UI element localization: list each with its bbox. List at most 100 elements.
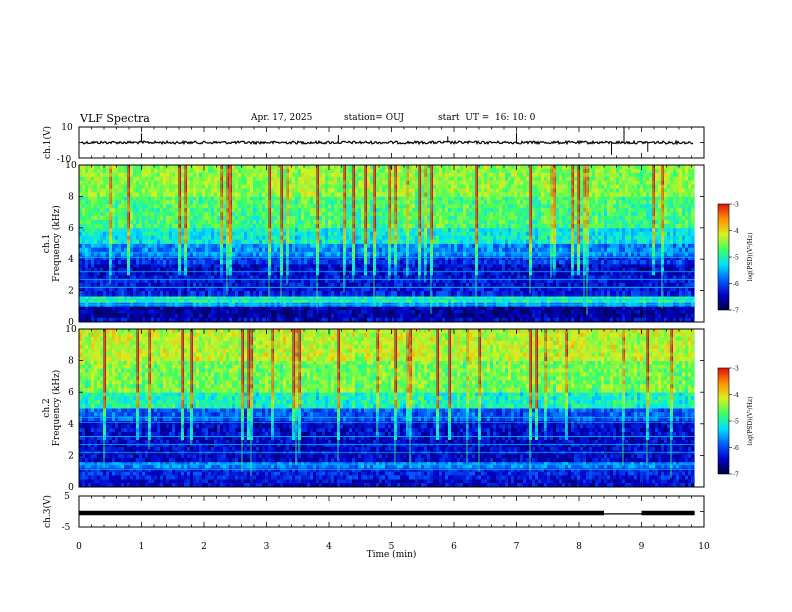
ch1-cell xyxy=(337,282,341,288)
ch1-cell xyxy=(133,274,137,280)
ch1-cell xyxy=(121,274,125,280)
ch1-cell xyxy=(583,263,587,268)
ch1-cell xyxy=(616,306,620,311)
ch1-cell xyxy=(316,290,320,297)
ch1-cell xyxy=(433,278,437,284)
ch1-cell xyxy=(604,296,608,300)
ch1-cell xyxy=(589,317,593,323)
ch1-cell xyxy=(571,243,575,249)
ch1-cell xyxy=(202,274,206,280)
ch1-cell xyxy=(661,310,665,315)
ch1-cell xyxy=(226,263,230,268)
ch1-cell xyxy=(691,235,695,240)
ch1-cell xyxy=(112,256,116,261)
ch1-cell xyxy=(217,243,221,249)
ch1-cell xyxy=(103,239,107,244)
ch1-cell xyxy=(220,231,224,236)
ch1-cell xyxy=(295,256,299,261)
ch1-cell xyxy=(241,278,245,284)
ch1-cell xyxy=(460,251,464,257)
ch1-cell xyxy=(619,313,623,318)
ch1-cell xyxy=(649,271,653,276)
ch1-cell xyxy=(523,260,527,265)
ch1-cell xyxy=(574,267,578,272)
ch1-cell xyxy=(124,274,128,280)
ch1-cell xyxy=(598,231,602,236)
ch1-cell xyxy=(319,313,323,318)
ch1-cell xyxy=(643,267,647,272)
ch1-cell xyxy=(541,313,545,318)
ch1-cell xyxy=(424,282,428,288)
ch1-cell xyxy=(439,231,443,236)
ch1-cell xyxy=(610,290,614,297)
ch1-cell xyxy=(394,227,398,233)
ch1-cell xyxy=(532,296,536,300)
ch1-cell xyxy=(199,247,203,253)
ch1-cell xyxy=(673,256,677,261)
ch1-cell xyxy=(394,296,398,300)
ch1-cell xyxy=(553,278,557,284)
ch1-cell xyxy=(541,317,545,323)
ch1-cell xyxy=(133,282,137,288)
ch1-cell xyxy=(622,256,626,261)
ch1-cell xyxy=(586,310,590,315)
ch1-cell xyxy=(214,243,218,249)
ch1-cell xyxy=(280,235,284,240)
ch1-cell xyxy=(565,260,569,265)
ch1-cell xyxy=(571,247,575,253)
ch1-cell xyxy=(277,227,281,233)
ch1-cell xyxy=(520,263,524,268)
ch1-cell xyxy=(607,243,611,249)
ch1-cell xyxy=(139,239,143,244)
ch1-cell xyxy=(310,290,314,297)
ch1-cell xyxy=(601,286,605,291)
ch1-cell xyxy=(475,278,479,284)
ch1-cell xyxy=(301,235,305,240)
ch1-cell xyxy=(166,306,170,311)
ch1-cell xyxy=(364,286,368,291)
ch1-cell xyxy=(175,235,179,240)
ch1-cell xyxy=(361,299,365,303)
ch1-cell xyxy=(442,251,446,257)
ch1-cell xyxy=(406,313,410,318)
ch1-cell xyxy=(259,271,263,276)
ch1-cell xyxy=(211,247,215,253)
ch1-cell xyxy=(229,274,233,280)
ch1-cell xyxy=(160,247,164,253)
ch1-cell xyxy=(364,239,368,244)
ch1-cell xyxy=(118,235,122,240)
ch1-cell xyxy=(190,239,194,244)
ch1-cell xyxy=(454,286,458,291)
ch1-cell xyxy=(181,247,185,253)
ch1-cell xyxy=(457,296,461,300)
ch1-cell xyxy=(262,313,266,318)
ch1-cell xyxy=(622,310,626,315)
ch1-cell xyxy=(127,239,131,244)
ch1-cell xyxy=(343,290,347,297)
ch1-cell xyxy=(652,282,656,288)
ch1-cell xyxy=(658,299,662,303)
ch1-cell xyxy=(547,306,551,311)
ch1-cell xyxy=(559,227,563,233)
ch1-cell xyxy=(391,271,395,276)
ch1-cell xyxy=(148,306,152,311)
ch1-cell xyxy=(271,271,275,276)
ch1-cell xyxy=(475,313,479,318)
ch1-cell xyxy=(466,260,470,265)
ch1-cell xyxy=(634,313,638,318)
ch1-cell xyxy=(229,278,233,284)
ch1-cell xyxy=(430,267,434,272)
ch1-cell xyxy=(436,282,440,288)
ch1-cell xyxy=(667,231,671,236)
ch1-cell xyxy=(109,256,113,261)
ch1-cell xyxy=(529,286,533,291)
ch1-cell xyxy=(376,239,380,244)
ch1-cell xyxy=(220,235,224,240)
ch1-cell xyxy=(550,243,554,249)
ch1-cell xyxy=(559,256,563,261)
ch1-cell xyxy=(100,239,104,244)
ch1-cell xyxy=(283,239,287,244)
ch1-cell xyxy=(361,317,365,323)
ch1-cell xyxy=(649,247,653,253)
ch1-cell xyxy=(244,256,248,261)
